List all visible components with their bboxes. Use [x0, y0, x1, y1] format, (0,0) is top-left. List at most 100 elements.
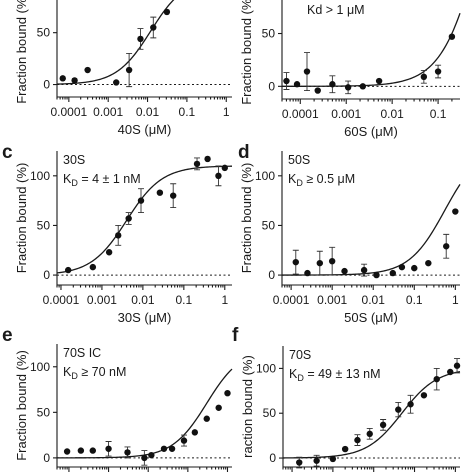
x-tick-label: 0.001 — [331, 107, 361, 121]
data-point — [366, 430, 373, 438]
y-tick-label: 50 — [262, 218, 276, 232]
data-point — [354, 436, 361, 444]
data-point — [329, 81, 336, 88]
data-point — [341, 445, 349, 453]
y-tick-label: 0 — [268, 268, 275, 282]
data-point — [447, 368, 454, 376]
data-point — [359, 83, 367, 90]
data-point — [303, 68, 311, 75]
data-point — [373, 271, 380, 279]
data-point — [204, 155, 211, 163]
data-point — [77, 447, 85, 454]
data-point — [84, 66, 91, 74]
data-point — [125, 215, 132, 222]
data-point — [168, 445, 176, 452]
x-axis-title: 40S (μM) — [118, 122, 172, 137]
data-point — [448, 33, 456, 40]
fit-curve — [56, 0, 175, 85]
data-point — [63, 448, 71, 455]
data-point — [375, 77, 383, 85]
data-point — [379, 421, 387, 429]
chart-panel-c: 0 50 100 0.0001 0.001 0.01 0.1 1 30S (μM) Fractio… — [2, 142, 233, 325]
data-point — [425, 259, 432, 267]
y-axis-title: Fraction bound (%) — [239, 163, 254, 274]
chart-panel-d: 0 50 100 0.0001 0.001 0.01 0.1 1 50S (μM) Fractio… — [238, 142, 461, 325]
data-point — [433, 375, 440, 383]
y-tick-label: 0 — [269, 451, 276, 465]
x-tick-label: 0.01 — [362, 293, 386, 307]
data-point — [411, 264, 418, 272]
annotation-text: KD ≥ 70 nM — [63, 365, 126, 381]
annotation-text: KD ≥ 0.5 μM — [288, 172, 355, 188]
data-point — [89, 447, 96, 454]
annotation-text: KD = 4 ± 1 nM — [63, 172, 141, 188]
x-tick-label: 0.1 — [406, 293, 423, 307]
data-point — [71, 77, 78, 84]
data-point — [341, 267, 348, 275]
y-tick-label: 0 — [43, 78, 50, 92]
data-point — [314, 87, 321, 94]
fit-curve — [56, 165, 233, 274]
data-point — [59, 75, 66, 82]
data-point — [191, 429, 199, 436]
annotation-text: 70S IC — [63, 346, 101, 360]
data-point — [124, 449, 131, 456]
data-point — [163, 8, 171, 16]
data-point — [296, 459, 303, 466]
y-axis-title: raction bound (%) — [240, 355, 255, 458]
x-tick-label: 0.1 — [175, 293, 192, 307]
data-point — [113, 79, 120, 86]
panel-letter: c — [2, 142, 13, 163]
data-point — [137, 197, 145, 204]
data-point — [160, 445, 168, 452]
data-point — [137, 35, 144, 43]
x-tick-label: 0.01 — [136, 105, 160, 119]
data-point — [398, 263, 406, 271]
data-point — [141, 454, 148, 462]
data-point — [344, 84, 352, 91]
x-tick-label: 0.01 — [131, 293, 155, 307]
data-point — [328, 257, 336, 265]
data-point — [453, 362, 461, 369]
y-tick-label: 50 — [37, 26, 51, 40]
chart-panel-a: 0 50 0.0001 0.001 0.01 0.1 1 40S (μM) Fraction b… — [14, 0, 232, 137]
panel-letter: f — [232, 325, 239, 346]
data-point — [443, 243, 450, 250]
x-tick-label: 0.1 — [179, 105, 196, 119]
fit-curve — [282, 184, 461, 276]
annotation-text: KD = 49 ± 13 nM — [289, 367, 381, 383]
data-point — [304, 269, 311, 277]
y-tick-label: 50 — [263, 406, 277, 420]
y-tick-label: 50 — [262, 27, 276, 41]
panel-letter: d — [238, 142, 250, 163]
data-point — [170, 192, 177, 199]
x-tick-label: 0.1 — [430, 107, 447, 121]
fit-curve — [57, 368, 233, 459]
data-point — [224, 390, 231, 397]
x-tick-label: 0.001 — [93, 105, 123, 119]
data-point — [452, 208, 459, 215]
annotation-text: 50S — [288, 153, 310, 167]
data-point — [64, 266, 72, 274]
x-tick-label: 1 — [452, 293, 459, 307]
data-point — [156, 189, 164, 196]
y-tick-label: 100 — [256, 361, 276, 375]
x-tick-label: 0.0001 — [273, 293, 310, 307]
data-point — [180, 437, 188, 444]
y-tick-label: 0 — [43, 451, 50, 465]
y-tick-label: 0 — [268, 79, 275, 93]
x-tick-label: 0.0001 — [50, 105, 87, 119]
y-axis-title: Fraction bound (%) — [14, 350, 29, 461]
x-tick-label: 0.0001 — [43, 293, 80, 307]
x-tick-label: 0.001 — [317, 293, 347, 307]
panel-letter: e — [2, 325, 13, 346]
data-point — [193, 160, 201, 168]
fit-curve — [282, 371, 461, 459]
y-axis-title: Fraction bound (%) — [14, 163, 29, 274]
annotation-text: 30S — [63, 153, 85, 167]
x-tick-label: 1 — [221, 293, 228, 307]
y-tick-label: 100 — [30, 360, 50, 374]
y-tick-label: 50 — [37, 218, 51, 232]
axis-lines — [282, 346, 460, 468]
